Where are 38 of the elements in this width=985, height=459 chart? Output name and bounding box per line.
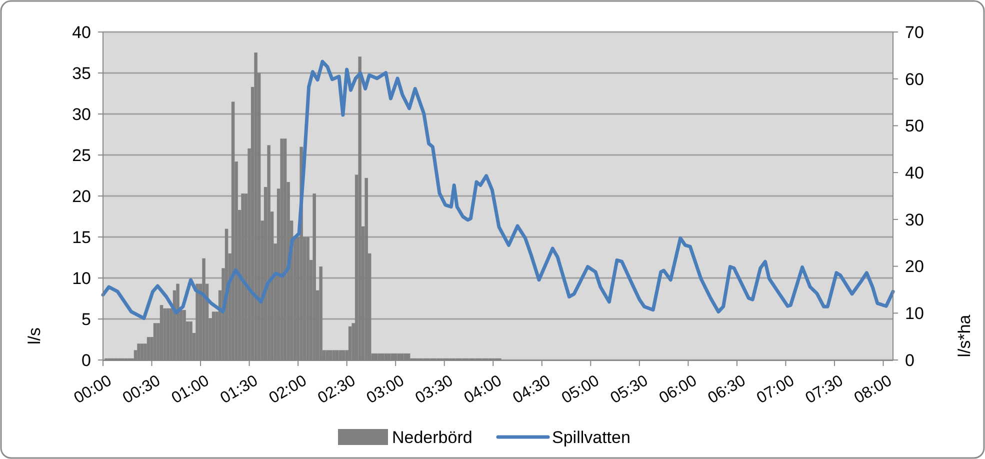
y-axis-title: l/s	[25, 328, 44, 344]
x-tick-label: 05:00	[559, 372, 602, 408]
x-tick-label: 08:00	[852, 372, 895, 408]
y-tick-label: 30	[72, 104, 91, 124]
y-tick-label: 40	[72, 22, 91, 42]
x-tick-label: 02:30	[315, 372, 359, 408]
y-tick-label: 20	[72, 186, 91, 206]
y-tick-label: 10	[72, 268, 91, 288]
y2-tick-label: 40	[905, 164, 924, 183]
x-tick-label: 01:00	[168, 372, 212, 408]
y2-tick-label: 0	[905, 350, 914, 370]
y2-tick-label: 50	[905, 116, 924, 136]
y-tick-label: 5	[82, 310, 91, 329]
x-tick-label: 06:00	[656, 372, 700, 408]
y-tick-label: 25	[72, 146, 91, 165]
y2-tick-label: 70	[905, 22, 924, 42]
y-tick-label: 0	[82, 350, 91, 370]
y2-tick-label: 20	[905, 257, 924, 276]
x-tick-label: 05:30	[608, 372, 652, 408]
x-tick-label: 00:30	[120, 372, 164, 408]
y-tick-label: 15	[72, 228, 91, 247]
y2-axis-title: l/s*ha	[955, 314, 974, 358]
x-tick-label: 04:00	[462, 372, 505, 408]
x-tick-label: 02:00	[266, 372, 310, 408]
x-tick-label: 07:30	[802, 372, 846, 408]
legend-label: Spillvatten	[552, 428, 630, 447]
x-tick-label: 06:30	[705, 372, 749, 408]
y2-tick-label: 10	[905, 304, 924, 324]
x-tick-label: 01:30	[218, 372, 261, 408]
x-tick-label: 03:30	[412, 372, 456, 408]
x-tick-label: 04:30	[510, 372, 554, 408]
y2-tick-label: 30	[905, 210, 924, 230]
x-tick-label: 03:00	[364, 372, 408, 408]
y-tick-label: 35	[72, 64, 91, 83]
x-tick-label: 00:00	[71, 372, 115, 408]
legend-label: Nederbörd	[392, 428, 472, 447]
y2-tick-label: 60	[905, 70, 924, 89]
x-tick-label: 07:00	[754, 372, 798, 408]
